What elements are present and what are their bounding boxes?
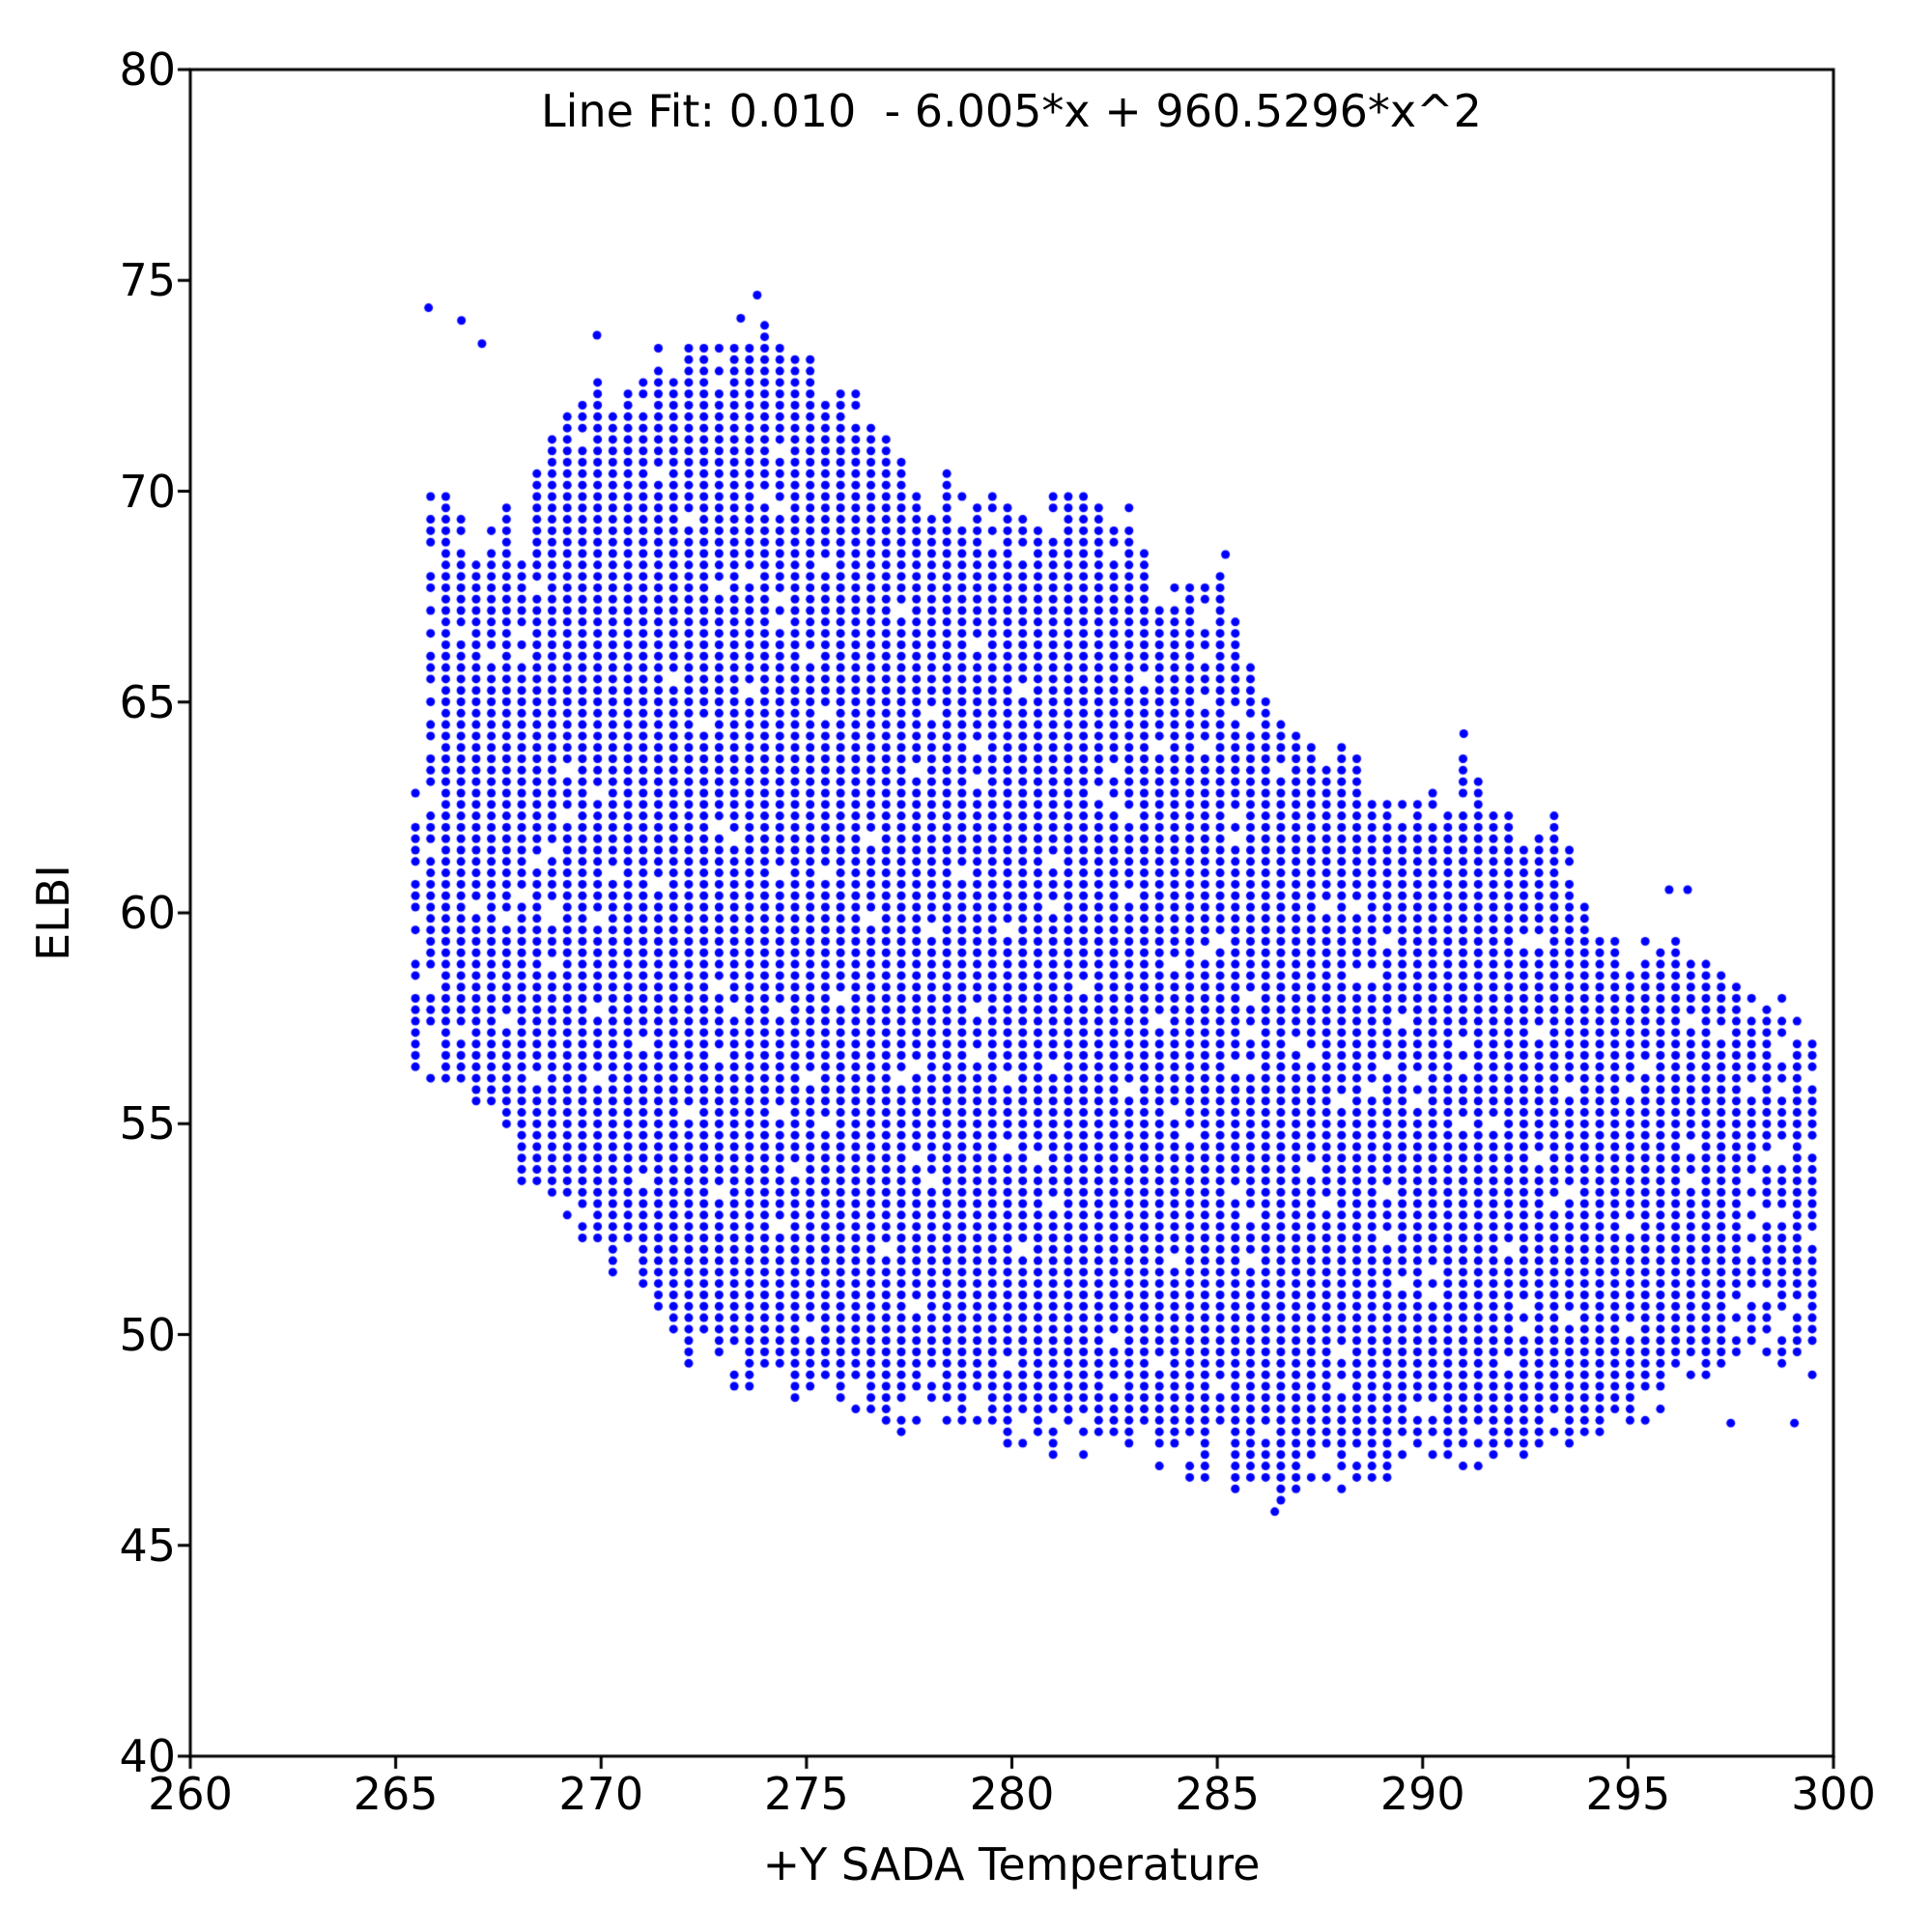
y-tick-label: 75	[119, 254, 176, 307]
y-tick-label: 70	[119, 465, 176, 518]
x-tick-label: 300	[1791, 1768, 1876, 1820]
x-tick-label: 295	[1585, 1768, 1671, 1820]
x-tick-label: 280	[969, 1768, 1055, 1820]
chart-title: Line Fit: 0.010 - 6.005*x + 960.5296*x^2	[541, 85, 1482, 137]
x-tick-label: 270	[558, 1768, 644, 1820]
y-tick-label: 60	[119, 887, 176, 939]
y-tick-label: 40	[119, 1730, 176, 1782]
x-tick-label: 260	[148, 1768, 233, 1820]
x-axis-label: +Y SADA Temperature	[762, 1838, 1261, 1890]
x-tick-label: 290	[1379, 1768, 1465, 1820]
y-tick-label: 50	[119, 1308, 176, 1361]
x-tick-label: 265	[353, 1768, 439, 1820]
y-tick-label: 80	[119, 43, 176, 96]
y-tick-label: 65	[119, 675, 176, 728]
y-tick-label: 55	[119, 1097, 176, 1151]
y-tick-label: 45	[119, 1519, 176, 1572]
x-tick-label: 275	[763, 1768, 849, 1820]
x-tick-label: 285	[1175, 1768, 1260, 1820]
